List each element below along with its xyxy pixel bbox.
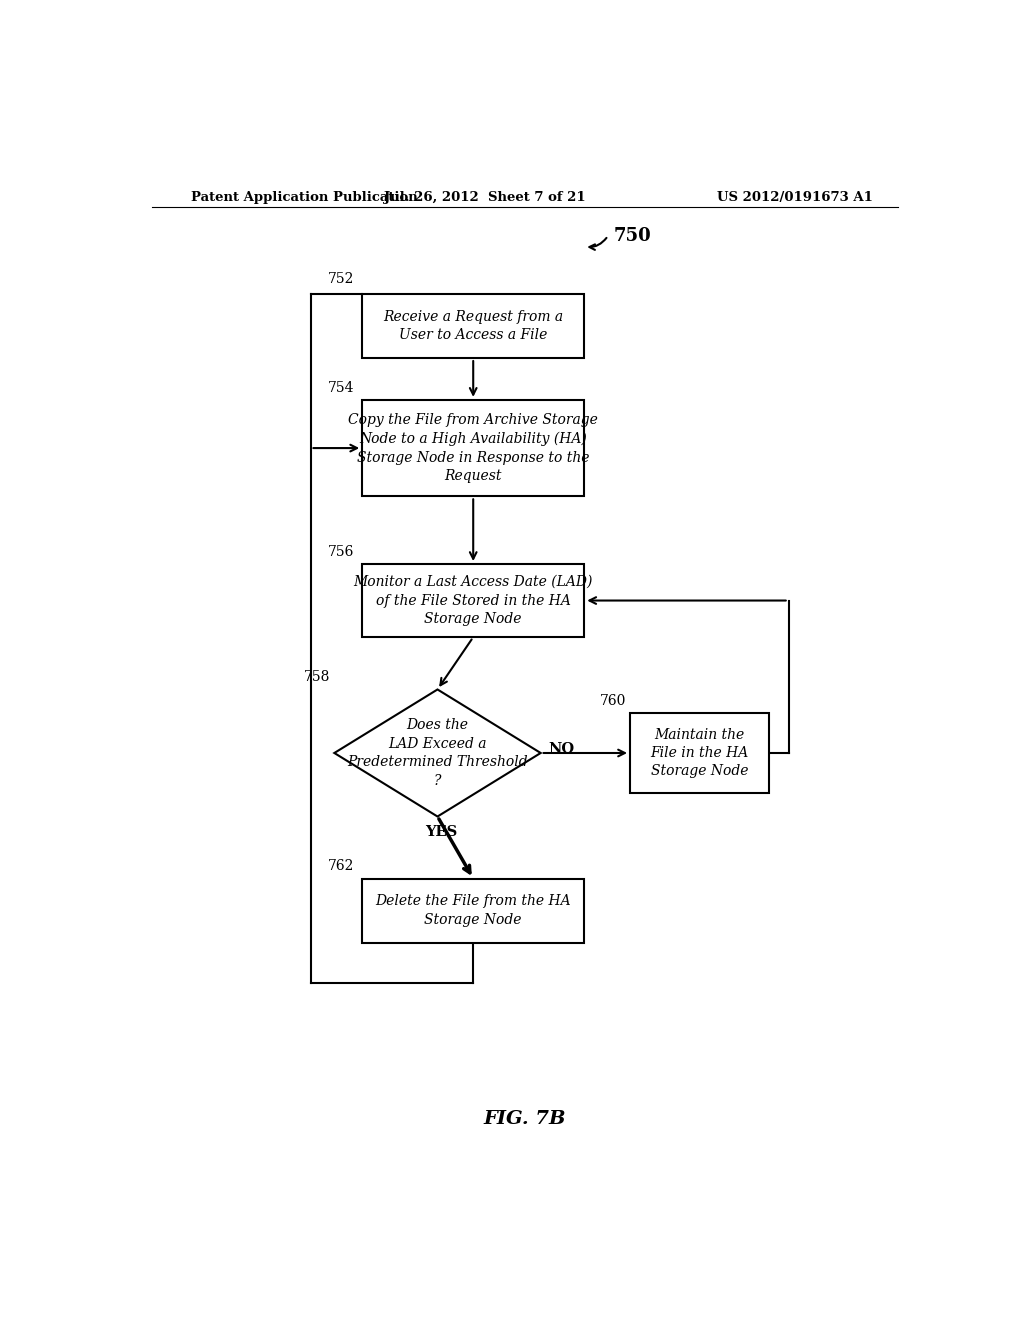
Text: Maintain the
File in the HA
Storage Node: Maintain the File in the HA Storage Node [650, 727, 749, 779]
Text: YES: YES [425, 825, 458, 838]
Text: 756: 756 [328, 545, 354, 558]
Text: 750: 750 [613, 227, 651, 244]
Text: 762: 762 [328, 859, 354, 874]
Text: 760: 760 [600, 694, 626, 709]
Polygon shape [334, 689, 541, 817]
FancyBboxPatch shape [362, 400, 585, 496]
FancyBboxPatch shape [362, 879, 585, 942]
FancyBboxPatch shape [362, 294, 585, 358]
Text: Monitor a Last Access Date (LAD)
of the File Stored in the HA
Storage Node: Monitor a Last Access Date (LAD) of the … [353, 576, 593, 626]
Text: 758: 758 [304, 671, 331, 684]
Text: Patent Application Publication: Patent Application Publication [191, 190, 418, 203]
FancyBboxPatch shape [630, 713, 769, 792]
Text: Delete the File from the HA
Storage Node: Delete the File from the HA Storage Node [376, 895, 571, 927]
Text: Does the
LAD Exceed a
Predetermined Threshold
?: Does the LAD Exceed a Predetermined Thre… [347, 718, 527, 788]
Text: Jul. 26, 2012  Sheet 7 of 21: Jul. 26, 2012 Sheet 7 of 21 [384, 190, 586, 203]
Text: NO: NO [549, 742, 574, 756]
Text: 754: 754 [328, 380, 354, 395]
Text: 752: 752 [328, 272, 354, 286]
FancyBboxPatch shape [362, 564, 585, 638]
Text: US 2012/0191673 A1: US 2012/0191673 A1 [717, 190, 872, 203]
Text: Receive a Request from a
User to Access a File: Receive a Request from a User to Access … [383, 310, 563, 342]
Text: Copy the File from Archive Storage
Node to a High Availability (HA)
Storage Node: Copy the File from Archive Storage Node … [348, 413, 598, 483]
Text: FIG. 7B: FIG. 7B [483, 1110, 566, 1127]
